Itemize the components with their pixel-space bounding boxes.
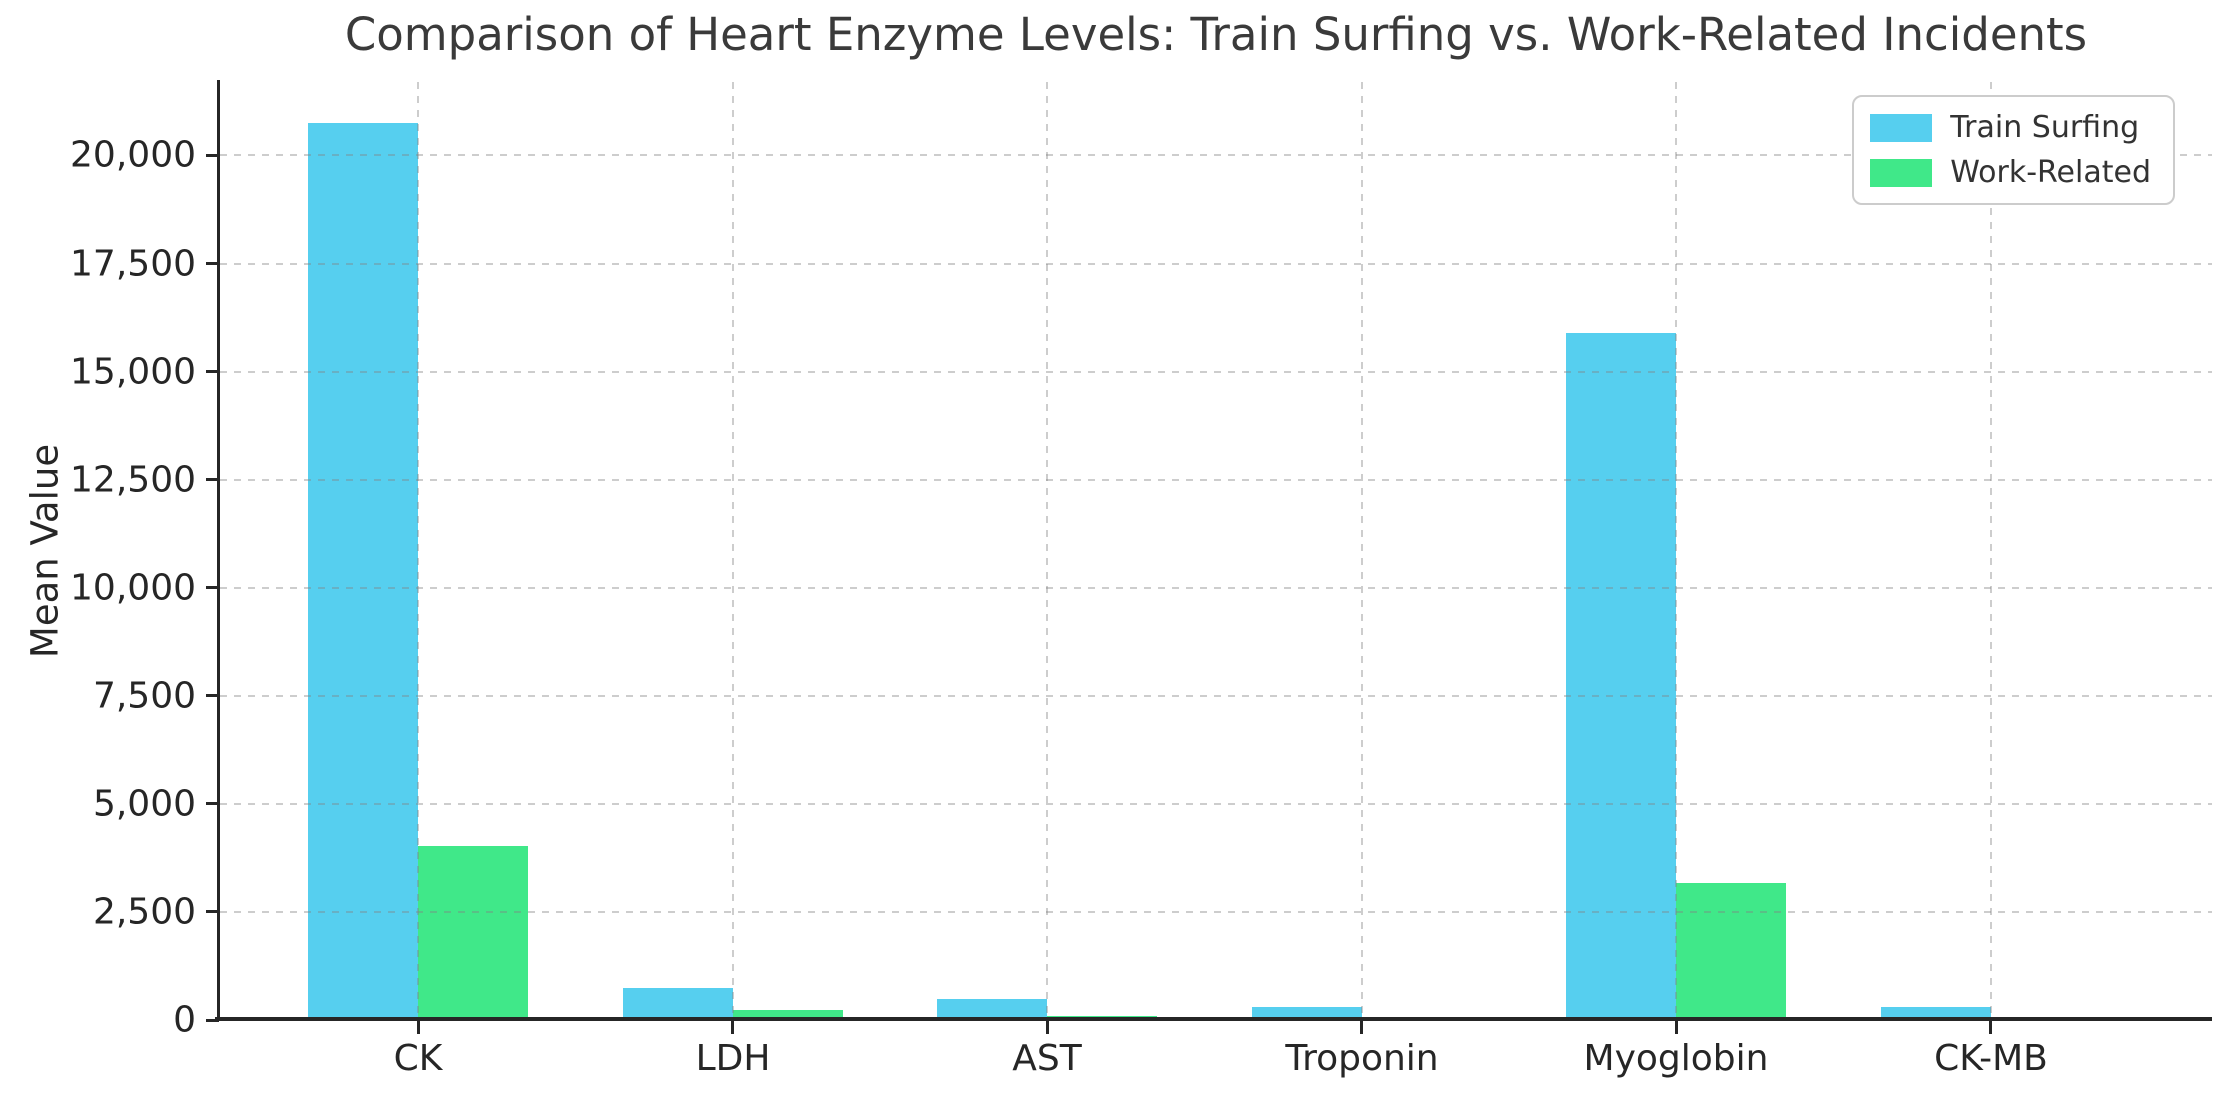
bar-work-related-myoglobin bbox=[1676, 883, 1786, 1020]
y-tick-mark bbox=[206, 694, 219, 697]
x-tick-label: LDH bbox=[695, 1038, 771, 1079]
y-tick-mark bbox=[206, 802, 219, 805]
x-tick-mark bbox=[1360, 1021, 1363, 1034]
x-tick-label: CK bbox=[393, 1038, 443, 1079]
gridline-vertical bbox=[732, 82, 734, 1020]
x-tick-mark bbox=[1046, 1021, 1049, 1034]
y-tick-label: 5,000 bbox=[92, 783, 196, 825]
y-axis-spine bbox=[217, 80, 220, 1020]
chart-title: Comparison of Heart Enzyme Levels: Train… bbox=[344, 8, 2088, 61]
legend-label-train-surfing: Train Surfing bbox=[1950, 110, 2140, 145]
x-tick-label: CK-MB bbox=[1934, 1038, 2048, 1079]
x-tick-label: Myoglobin bbox=[1583, 1038, 1769, 1079]
legend-swatch-work-related-icon bbox=[1870, 158, 1933, 187]
gridline-horizontal bbox=[220, 911, 2212, 913]
gridline-vertical bbox=[1990, 82, 1992, 1020]
legend-item-train-surfing: Train Surfing bbox=[1870, 110, 2151, 145]
legend: Train Surfing Work-Related bbox=[1852, 95, 2175, 205]
gridline-horizontal bbox=[220, 587, 2212, 589]
x-tick-mark bbox=[1989, 1021, 1992, 1034]
x-tick-label: AST bbox=[1012, 1038, 1082, 1079]
y-tick-mark bbox=[206, 370, 219, 373]
gridline-horizontal bbox=[220, 695, 2212, 697]
plot-area bbox=[220, 82, 2212, 1020]
gridline-horizontal bbox=[220, 263, 2212, 265]
gridline-horizontal bbox=[220, 371, 2212, 373]
y-tick-label: 15,000 bbox=[70, 351, 196, 393]
x-tick-mark bbox=[417, 1021, 420, 1034]
legend-swatch-train-surfing-icon bbox=[1870, 113, 1933, 142]
y-tick-mark bbox=[206, 154, 219, 157]
gridline-horizontal bbox=[220, 803, 2212, 805]
x-tick-label: Troponin bbox=[1285, 1038, 1439, 1079]
y-tick-label: 12,500 bbox=[70, 459, 196, 501]
legend-label-work-related: Work-Related bbox=[1950, 155, 2151, 190]
gridline-vertical bbox=[417, 82, 419, 1020]
legend-item-work-related: Work-Related bbox=[1870, 155, 2151, 190]
gridline-vertical bbox=[1046, 82, 1048, 1020]
y-tick-label: 2,500 bbox=[92, 891, 196, 933]
y-tick-mark bbox=[206, 1019, 219, 1022]
gridline-horizontal bbox=[220, 154, 2212, 156]
gridline-horizontal bbox=[220, 479, 2212, 481]
y-tick-mark bbox=[206, 262, 219, 265]
y-tick-label: 10,000 bbox=[70, 567, 196, 609]
bar-train-surfing-ldh bbox=[622, 988, 733, 1020]
x-axis-spine bbox=[215, 1017, 2212, 1021]
bar-train-surfing-myoglobin bbox=[1566, 333, 1676, 1020]
bar-train-surfing-ast bbox=[937, 999, 1047, 1020]
x-tick-mark bbox=[731, 1021, 734, 1034]
bar-work-related-ldh bbox=[732, 1010, 843, 1020]
y-tick-label: 7,500 bbox=[92, 675, 196, 717]
y-tick-mark bbox=[206, 910, 219, 913]
y-tick-label: 20,000 bbox=[70, 134, 196, 176]
y-tick-label: 0 bbox=[173, 999, 196, 1041]
y-tick-mark bbox=[206, 478, 219, 481]
bar-work-related-ck bbox=[418, 846, 528, 1020]
bar-train-surfing-ck bbox=[308, 123, 418, 1020]
bar-train-surfing-troponin bbox=[1251, 1007, 1362, 1020]
x-tick-mark bbox=[1675, 1021, 1678, 1034]
gridline-vertical bbox=[1675, 82, 1677, 1020]
gridline-vertical bbox=[1361, 82, 1363, 1020]
bar-train-surfing-ck-mb bbox=[1880, 1007, 1991, 1020]
y-tick-label: 17,500 bbox=[70, 243, 196, 285]
y-tick-mark bbox=[206, 586, 219, 589]
